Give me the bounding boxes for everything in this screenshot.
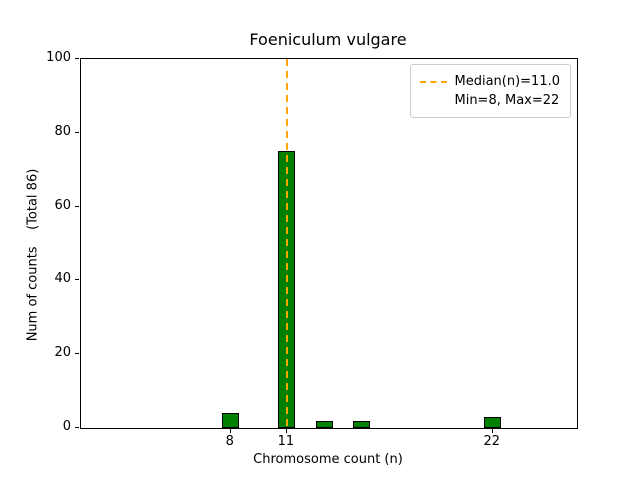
y-tick-0 <box>75 427 79 428</box>
bar-n-8 <box>222 413 240 428</box>
y-tick-label-80: 80 <box>54 123 71 139</box>
y-tick-100 <box>75 58 79 59</box>
y-tick-label-0: 0 <box>62 419 71 434</box>
chart-title: Foeniculum vulgare <box>249 30 407 49</box>
plot-area <box>80 58 578 429</box>
legend: Median(n)=11.0 Min=8, Max=22 <box>410 64 571 118</box>
y-tick-20 <box>75 353 79 355</box>
x-tick-label-11: 11 <box>277 434 295 449</box>
x-tick-8 <box>229 429 231 433</box>
legend-minmax-label: Min=8, Max=22 <box>454 93 560 108</box>
y-tick-40 <box>75 279 79 281</box>
x-axis-label: Chromosome count (n) <box>253 452 403 467</box>
legend-median-label: Median(n)=11.0 <box>454 74 560 89</box>
y-tick-label-100: 100 <box>46 50 71 65</box>
x-tick-label-22: 22 <box>483 434 501 449</box>
legend-row-median: Median(n)=11.0 <box>420 72 560 91</box>
bar-n-22 <box>484 416 502 428</box>
y-axis-label: Num of counts (Total 86) <box>25 168 41 342</box>
x-tick-11 <box>285 429 287 433</box>
legend-row-minmax: Min=8, Max=22 <box>420 91 560 110</box>
x-tick-label-8: 8 <box>225 434 234 449</box>
bar-n-15 <box>353 420 371 428</box>
x-tick-22 <box>491 429 493 433</box>
y-tick-label-40: 40 <box>54 271 71 287</box>
y-tick-label-60: 60 <box>54 197 71 213</box>
median-line <box>285 59 288 428</box>
median-dashed-line-sample <box>420 80 448 83</box>
y-tick-60 <box>75 205 79 207</box>
bar-n-13 <box>315 420 333 428</box>
y-tick-80 <box>75 131 79 133</box>
y-tick-label-20: 20 <box>54 345 71 361</box>
